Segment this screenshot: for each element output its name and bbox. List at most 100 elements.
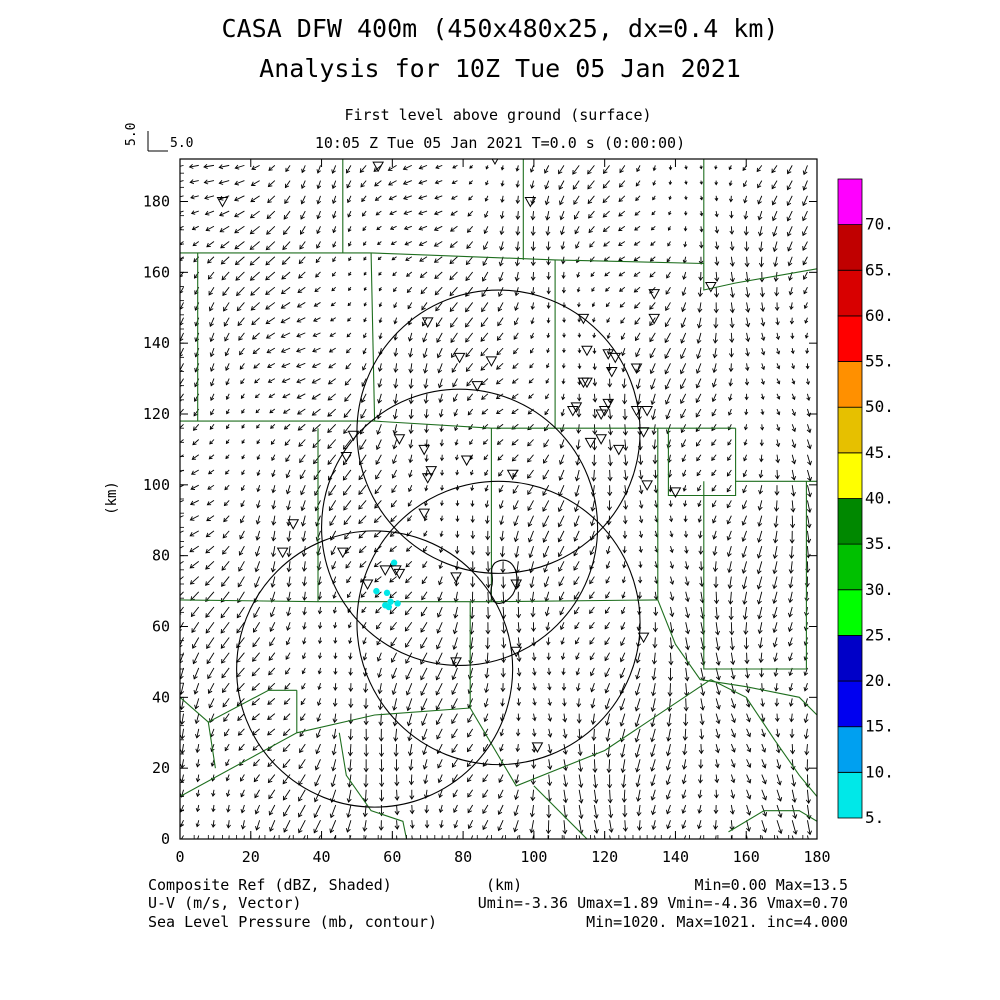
wind-vector-head xyxy=(711,472,716,477)
wind-vector-head xyxy=(775,459,781,464)
wind-vector xyxy=(191,621,200,633)
wind-vector xyxy=(484,210,489,218)
wind-vector xyxy=(220,621,230,634)
wind-vector xyxy=(180,363,184,372)
wind-vector-head xyxy=(405,690,411,696)
wind-vector xyxy=(410,774,413,785)
wind-vector-head xyxy=(528,379,533,384)
wind-vector-head xyxy=(469,599,475,604)
wind-vector xyxy=(515,774,519,784)
wind-vector xyxy=(318,561,321,571)
wind-vector xyxy=(409,348,413,357)
station-marker xyxy=(347,430,360,442)
wind-vector xyxy=(563,774,567,787)
wind-vector xyxy=(593,409,596,418)
wind-vector xyxy=(441,439,443,446)
wind-vector xyxy=(651,393,656,405)
wind-vector-head xyxy=(225,440,230,445)
wind-vector xyxy=(347,591,352,598)
wind-vector xyxy=(727,515,732,525)
wind-vector-head xyxy=(715,646,721,651)
wind-vector xyxy=(543,439,550,448)
wind-vector xyxy=(516,180,519,188)
wind-vector-head xyxy=(466,381,471,387)
wind-vector xyxy=(364,789,367,802)
wind-vector xyxy=(635,332,641,341)
wind-vector xyxy=(296,347,306,352)
wind-vector-head xyxy=(316,199,322,205)
wind-vector-head xyxy=(347,228,352,233)
wind-vector xyxy=(728,561,732,573)
wind-vector xyxy=(620,667,626,678)
wind-vector xyxy=(205,591,215,602)
wind-vector-head xyxy=(803,734,809,740)
wind-vector-head xyxy=(240,808,246,814)
wind-vector xyxy=(789,576,793,588)
wind-vector-head xyxy=(363,783,369,788)
wind-vector-head xyxy=(743,426,748,431)
wind-vector xyxy=(665,393,671,405)
wind-vector-head xyxy=(607,430,613,436)
wind-vector xyxy=(742,561,748,574)
wind-vector xyxy=(807,439,811,449)
wind-vector xyxy=(791,820,797,835)
wind-vector xyxy=(547,637,550,645)
wind-vector-head xyxy=(591,461,597,467)
wind-vector xyxy=(776,454,779,463)
wind-vector-head xyxy=(684,581,690,587)
wind-vector xyxy=(467,225,474,233)
wind-vector xyxy=(624,424,627,435)
wind-vector xyxy=(618,195,626,202)
wind-vector xyxy=(192,637,200,649)
wind-vector-head xyxy=(516,657,522,663)
wind-vector-head xyxy=(760,336,766,341)
wind-vector xyxy=(333,728,337,739)
wind-vector xyxy=(730,820,733,831)
wind-vector xyxy=(665,286,671,295)
wind-vector xyxy=(223,317,230,327)
wind-vector-head xyxy=(498,778,503,783)
wind-vector xyxy=(377,408,382,419)
wind-vector xyxy=(605,682,611,693)
wind-vector-head xyxy=(435,164,440,169)
wind-vector xyxy=(680,393,687,404)
wind-vector xyxy=(206,637,215,649)
wind-vector xyxy=(388,180,397,186)
wind-vector-head xyxy=(562,334,566,338)
wind-vector xyxy=(256,530,261,541)
wind-vector xyxy=(683,271,687,280)
wind-vector xyxy=(670,606,673,617)
wind-vector xyxy=(282,774,291,784)
wind-vector-head xyxy=(636,811,642,817)
wind-vector xyxy=(303,606,306,615)
wind-vector-head xyxy=(652,627,658,633)
wind-vector xyxy=(349,835,352,839)
wind-vector-head xyxy=(362,842,366,846)
wind-vector-head xyxy=(359,563,364,568)
wind-vector xyxy=(235,164,245,169)
colorbar-swatch xyxy=(837,543,863,591)
wind-vector-head xyxy=(480,322,486,328)
wind-vector-head xyxy=(421,735,427,741)
wind-vector-head xyxy=(393,384,399,389)
wind-vector xyxy=(547,226,550,236)
wind-vector xyxy=(668,835,671,839)
wind-vector xyxy=(407,698,413,711)
wind-vector-head xyxy=(618,212,623,217)
wind-vector-head xyxy=(803,626,809,632)
wind-vector-head xyxy=(697,809,703,814)
wind-vector xyxy=(791,439,796,448)
wind-vector-head xyxy=(499,520,505,526)
wind-vector-head xyxy=(177,180,180,184)
wind-vector xyxy=(604,652,611,661)
colorbar-swatch xyxy=(837,406,863,454)
wind-vector xyxy=(347,804,352,818)
wind-vector-head xyxy=(211,808,216,813)
wind-vector-head xyxy=(651,430,657,436)
wind-vector xyxy=(560,622,565,630)
wind-vector-head xyxy=(731,763,736,768)
wind-vector xyxy=(743,576,748,589)
wind-vector-head xyxy=(559,215,565,221)
wind-vector-head xyxy=(331,273,336,277)
wind-vector-head xyxy=(314,781,319,787)
